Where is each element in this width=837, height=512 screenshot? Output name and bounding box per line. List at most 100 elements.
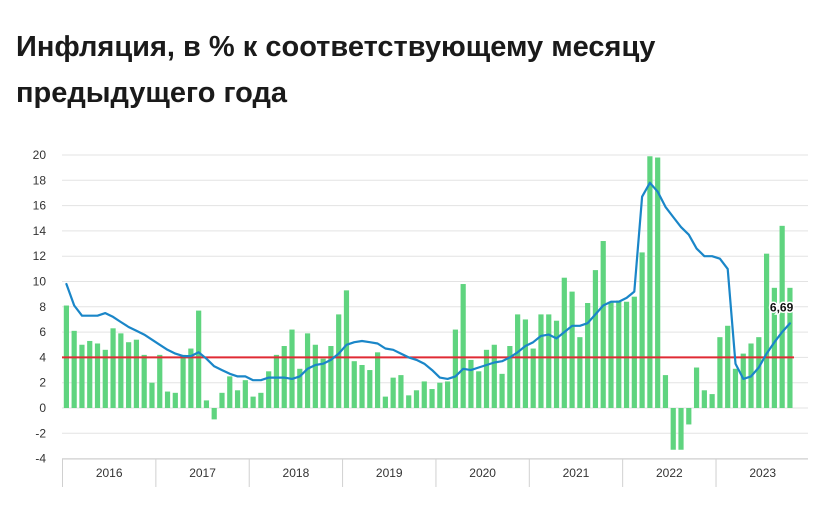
bar-2023-09 bbox=[779, 225, 785, 408]
grid-lines bbox=[62, 154, 808, 460]
bar-2018-12 bbox=[336, 314, 342, 408]
bar-2023-02 bbox=[725, 325, 731, 408]
bar-2022-08 bbox=[678, 408, 684, 450]
bar-2022-10 bbox=[693, 367, 700, 408]
bar-2021-03 bbox=[546, 314, 552, 408]
x-tick-label: 2023 bbox=[749, 466, 776, 480]
bar-2017-01 bbox=[157, 354, 163, 408]
bar-2022-06 bbox=[662, 375, 669, 408]
bar-2022-11 bbox=[701, 390, 707, 408]
bar-2016-12 bbox=[149, 382, 155, 408]
bar-2020-03 bbox=[452, 329, 458, 408]
bar-2019-12 bbox=[429, 389, 435, 408]
bar-2019-07 bbox=[390, 377, 396, 408]
bar-2023-03 bbox=[732, 368, 739, 408]
bar-2017-08 bbox=[211, 408, 217, 420]
bar-2020-07 bbox=[483, 349, 490, 408]
x-tick-label: 2020 bbox=[469, 466, 496, 480]
bar-2016-07 bbox=[110, 328, 116, 408]
y-tick-label: -2 bbox=[35, 426, 46, 440]
bar-2016-05 bbox=[94, 343, 101, 408]
bar-2022-09 bbox=[686, 408, 692, 425]
bar-2020-10 bbox=[507, 346, 513, 408]
bar-2016-08 bbox=[118, 333, 124, 408]
bar-2016-09 bbox=[126, 342, 132, 408]
x-tick-label: 2022 bbox=[656, 466, 683, 480]
bar-2019-08 bbox=[398, 375, 404, 408]
y-tick-label: 2 bbox=[39, 376, 46, 390]
x-tick-label: 2018 bbox=[283, 466, 310, 480]
bar-2023-07 bbox=[763, 253, 770, 408]
bar-2018-02 bbox=[258, 392, 264, 408]
bar-2020-11 bbox=[515, 314, 521, 408]
inflation-line bbox=[65, 181, 792, 382]
bar-2023-06 bbox=[756, 337, 762, 408]
bar-2019-10 bbox=[413, 390, 420, 408]
bar-2018-07 bbox=[297, 368, 303, 408]
bar-2019-02 bbox=[351, 361, 357, 408]
bar-2018-04 bbox=[273, 354, 280, 408]
bar-2019-03 bbox=[359, 364, 365, 408]
bar-2018-11 bbox=[328, 346, 334, 408]
bar-2018-01 bbox=[250, 396, 256, 408]
bar-2022-12 bbox=[709, 394, 715, 408]
y-tick-label: 12 bbox=[33, 249, 47, 263]
bar-2020-02 bbox=[445, 381, 451, 408]
bar-2022-05 bbox=[655, 157, 661, 408]
y-tick-label: 14 bbox=[33, 224, 47, 238]
bar-2019-05 bbox=[374, 352, 381, 408]
bar-2018-08 bbox=[304, 333, 311, 408]
bar-2016-06 bbox=[102, 349, 108, 408]
y-tick-label: 8 bbox=[39, 300, 46, 314]
y-tick-label: 20 bbox=[33, 148, 47, 162]
bar-2023-10 bbox=[787, 287, 793, 408]
bar-2020-01 bbox=[437, 382, 443, 408]
y-tick-label: 18 bbox=[33, 173, 47, 187]
bar-2019-04 bbox=[367, 370, 373, 408]
bar-2021-08 bbox=[585, 303, 591, 408]
bar-2021-11 bbox=[608, 301, 614, 408]
x-axis: 2016 2017 2018 2019 2020 2021 2022 2023 bbox=[62, 458, 808, 487]
bar-2021-10 bbox=[600, 241, 606, 408]
last-value-label: 6,69 bbox=[770, 300, 794, 314]
bar-2022-04 bbox=[647, 156, 653, 408]
y-tick-label: 4 bbox=[39, 350, 46, 364]
bar-2017-03 bbox=[172, 392, 178, 408]
bar-2020-05 bbox=[468, 359, 474, 408]
bar-2023-01 bbox=[717, 337, 723, 408]
x-tick-label: 2019 bbox=[376, 466, 403, 480]
bar-2020-06 bbox=[476, 371, 482, 408]
bar-2016-10 bbox=[133, 339, 140, 408]
bar-2019-11 bbox=[421, 381, 427, 408]
bar-2023-04 bbox=[740, 353, 746, 408]
bar-2022-01 bbox=[623, 301, 630, 408]
bar-2017-05 bbox=[188, 348, 194, 408]
bar-2018-09 bbox=[312, 344, 318, 408]
y-tick-label: 6 bbox=[39, 325, 46, 339]
data-labels: 6,69 bbox=[768, 299, 795, 316]
bar-2021-06 bbox=[569, 291, 575, 408]
bar-2023-08 bbox=[771, 287, 777, 408]
bar-2021-02 bbox=[538, 314, 544, 408]
x-tick-label: 2017 bbox=[189, 466, 216, 480]
bar-2021-04 bbox=[553, 320, 560, 408]
bar-2016-11 bbox=[141, 354, 147, 408]
bar-2020-08 bbox=[491, 344, 497, 408]
bar-2020-12 bbox=[522, 319, 529, 408]
chart-title: Инфляция, в % к соответствующему месяцу … bbox=[16, 31, 656, 109]
bar-2018-10 bbox=[320, 358, 326, 408]
bar-2017-09 bbox=[219, 392, 225, 408]
y-tick-label: 16 bbox=[33, 199, 47, 213]
bar-2018-06 bbox=[289, 329, 295, 408]
y-tick-label: 0 bbox=[39, 401, 46, 415]
bar-2022-03 bbox=[639, 252, 645, 408]
bar-2021-12 bbox=[616, 300, 622, 408]
bar-2022-02 bbox=[631, 296, 637, 408]
bar-2021-05 bbox=[561, 277, 567, 408]
bar-2016-04 bbox=[87, 340, 93, 408]
y-tick-label: 10 bbox=[33, 275, 47, 289]
bar-2017-10 bbox=[227, 376, 233, 408]
bar-2021-09 bbox=[592, 270, 599, 408]
